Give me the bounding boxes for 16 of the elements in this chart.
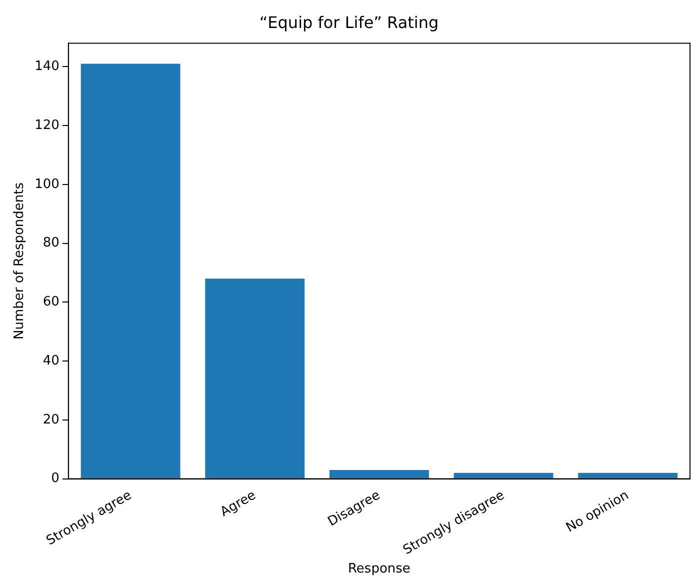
bar bbox=[205, 278, 305, 478]
chart-title: “Equip for Life” Rating bbox=[259, 12, 439, 32]
y-tick-label: 40 bbox=[42, 353, 60, 368]
y-tick-label: 140 bbox=[34, 59, 60, 74]
y-tick-label: 0 bbox=[51, 471, 60, 486]
y-tick-label: 100 bbox=[34, 176, 60, 192]
y-tick-label: 20 bbox=[42, 412, 60, 428]
y-tick-label: 120 bbox=[34, 118, 60, 133]
y-tick-label: 80 bbox=[42, 236, 60, 251]
bar bbox=[329, 470, 429, 478]
bar bbox=[454, 472, 554, 478]
y-axis-title: Number of Respondents bbox=[12, 182, 28, 340]
bar bbox=[578, 472, 678, 478]
y-tick-label: 60 bbox=[42, 294, 60, 310]
bar bbox=[80, 64, 180, 478]
x-axis-title: Response bbox=[348, 562, 410, 577]
